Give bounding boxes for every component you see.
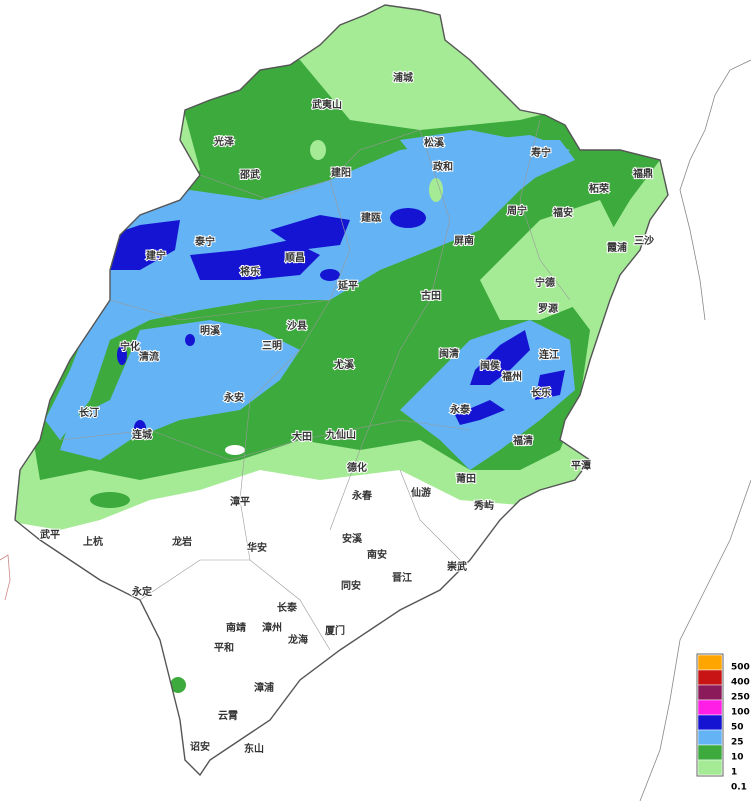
place-label: 福清 bbox=[512, 434, 533, 447]
legend-label: 25 bbox=[731, 738, 744, 748]
place-label: 寿宁 bbox=[531, 146, 551, 159]
place-label: 古田 bbox=[421, 289, 441, 302]
place-label: 龙岩 bbox=[171, 535, 192, 548]
place-label: 华安 bbox=[247, 541, 267, 554]
place-label: 九仙山 bbox=[325, 428, 356, 441]
place-label: 连城 bbox=[132, 428, 152, 441]
place-label: 南靖 bbox=[226, 621, 246, 634]
place-label: 龙海 bbox=[287, 633, 308, 646]
place-label: 宁德 bbox=[535, 276, 555, 289]
place-label: 宁化 bbox=[120, 340, 140, 353]
place-label: 建宁 bbox=[145, 249, 166, 262]
place-label: 建瓯 bbox=[360, 211, 381, 224]
legend-frame bbox=[696, 653, 724, 777]
place-label: 福安 bbox=[552, 206, 573, 219]
legend-label: 250 bbox=[731, 693, 750, 703]
place-label: 浦城 bbox=[393, 71, 413, 84]
place-label: 秀屿 bbox=[473, 499, 494, 512]
place-label: 连江 bbox=[539, 348, 559, 361]
place-label: 云霄 bbox=[218, 710, 238, 722]
place-label: 长汀 bbox=[79, 406, 99, 419]
legend-swatch bbox=[697, 684, 723, 701]
legend-label: 100 bbox=[731, 708, 750, 718]
place-label: 漳浦 bbox=[254, 681, 274, 694]
place-label: 霞浦 bbox=[607, 241, 627, 254]
place-label: 尤溪 bbox=[334, 358, 355, 371]
place-label: 建阳 bbox=[330, 166, 351, 179]
place-label: 松溪 bbox=[424, 136, 445, 149]
place-label: 长泰 bbox=[277, 601, 298, 614]
place-label: 平和 bbox=[214, 641, 234, 654]
place-label: 仙游 bbox=[411, 486, 431, 499]
place-label: 屏南 bbox=[453, 234, 474, 247]
place-label: 东山 bbox=[244, 742, 264, 755]
place-label: 罗源 bbox=[538, 302, 558, 315]
legend-swatch bbox=[697, 654, 723, 671]
place-label: 福州 bbox=[501, 370, 522, 383]
place-label: 柘荣 bbox=[588, 182, 609, 195]
place-label: 莆田 bbox=[456, 472, 476, 485]
place-label: 永安 bbox=[223, 391, 244, 404]
place-label: 平潭 bbox=[571, 459, 591, 472]
legend-swatch bbox=[697, 669, 723, 686]
legend-label: 50 bbox=[731, 723, 744, 733]
place-label: 漳平 bbox=[230, 495, 250, 508]
place-label: 大田 bbox=[292, 430, 312, 443]
place-label: 武夷山 bbox=[312, 98, 342, 111]
place-label: 光泽 bbox=[213, 135, 234, 148]
place-label: 永泰 bbox=[449, 403, 471, 416]
legend-label: 1 bbox=[731, 768, 737, 778]
legend-swatch bbox=[697, 759, 723, 776]
place-label: 延平 bbox=[337, 279, 358, 292]
place-label: 沙县 bbox=[287, 320, 307, 332]
place-label: 三沙 bbox=[634, 235, 654, 247]
place-label: 顺昌 bbox=[285, 252, 305, 264]
place-label: 长乐 bbox=[531, 386, 551, 399]
place-label: 三明 bbox=[262, 340, 282, 352]
place-label: 厦门 bbox=[325, 624, 345, 637]
legend-label: 10 bbox=[731, 753, 744, 763]
legend-swatch bbox=[697, 714, 723, 731]
legend-label: 500 bbox=[731, 663, 750, 673]
place-label: 闽侯 bbox=[480, 359, 501, 372]
place-label: 永春 bbox=[351, 489, 372, 502]
place-label: 德化 bbox=[346, 461, 367, 474]
legend-swatch bbox=[697, 729, 723, 746]
place-label: 崇武 bbox=[447, 560, 467, 573]
place-label: 明溪 bbox=[200, 324, 221, 337]
coastline bbox=[0, 59, 751, 801]
place-label: 南安 bbox=[367, 548, 387, 561]
place-label: 闽清 bbox=[439, 347, 459, 360]
legend-swatch bbox=[697, 744, 723, 761]
place-label: 将乐 bbox=[240, 265, 260, 278]
place-label: 晋江 bbox=[392, 571, 412, 584]
place-label: 清流 bbox=[139, 350, 159, 363]
place-label: 永定 bbox=[131, 585, 152, 598]
place-label: 周宁 bbox=[507, 204, 527, 217]
county-borders bbox=[59, 119, 571, 651]
place-label: 政和 bbox=[433, 160, 453, 173]
legend-label: 0.1 bbox=[731, 783, 747, 793]
place-label: 邵武 bbox=[239, 168, 260, 181]
place-label: 上杭 bbox=[83, 535, 103, 548]
legend-label: 400 bbox=[731, 678, 750, 688]
place-label: 安溪 bbox=[342, 532, 363, 545]
place-label: 漳州 bbox=[262, 621, 282, 634]
place-label: 武平 bbox=[40, 528, 60, 541]
place-label: 同安 bbox=[341, 579, 361, 592]
place-label: 福鼎 bbox=[632, 167, 653, 180]
place-label: 泰宁 bbox=[194, 235, 215, 248]
place-label: 诏安 bbox=[190, 740, 210, 753]
legend-swatch bbox=[697, 699, 723, 716]
legend: 500 400 250 100 50 25 10 1 0.1 bbox=[697, 654, 750, 793]
